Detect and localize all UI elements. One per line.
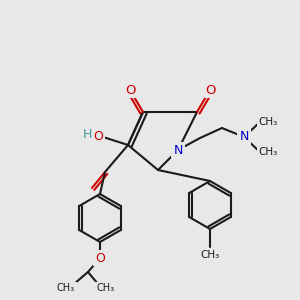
Text: CH₃: CH₃ <box>258 117 278 127</box>
Text: CH₃: CH₃ <box>57 283 75 293</box>
Text: H: H <box>82 128 92 140</box>
Text: O: O <box>93 130 103 143</box>
Text: CH₃: CH₃ <box>97 283 115 293</box>
Text: O: O <box>125 83 135 97</box>
Text: CH₃: CH₃ <box>258 147 278 157</box>
Text: N: N <box>173 143 183 157</box>
Text: N: N <box>239 130 249 143</box>
Text: O: O <box>205 83 215 97</box>
Text: CH₃: CH₃ <box>200 250 220 260</box>
Text: O: O <box>95 251 105 265</box>
